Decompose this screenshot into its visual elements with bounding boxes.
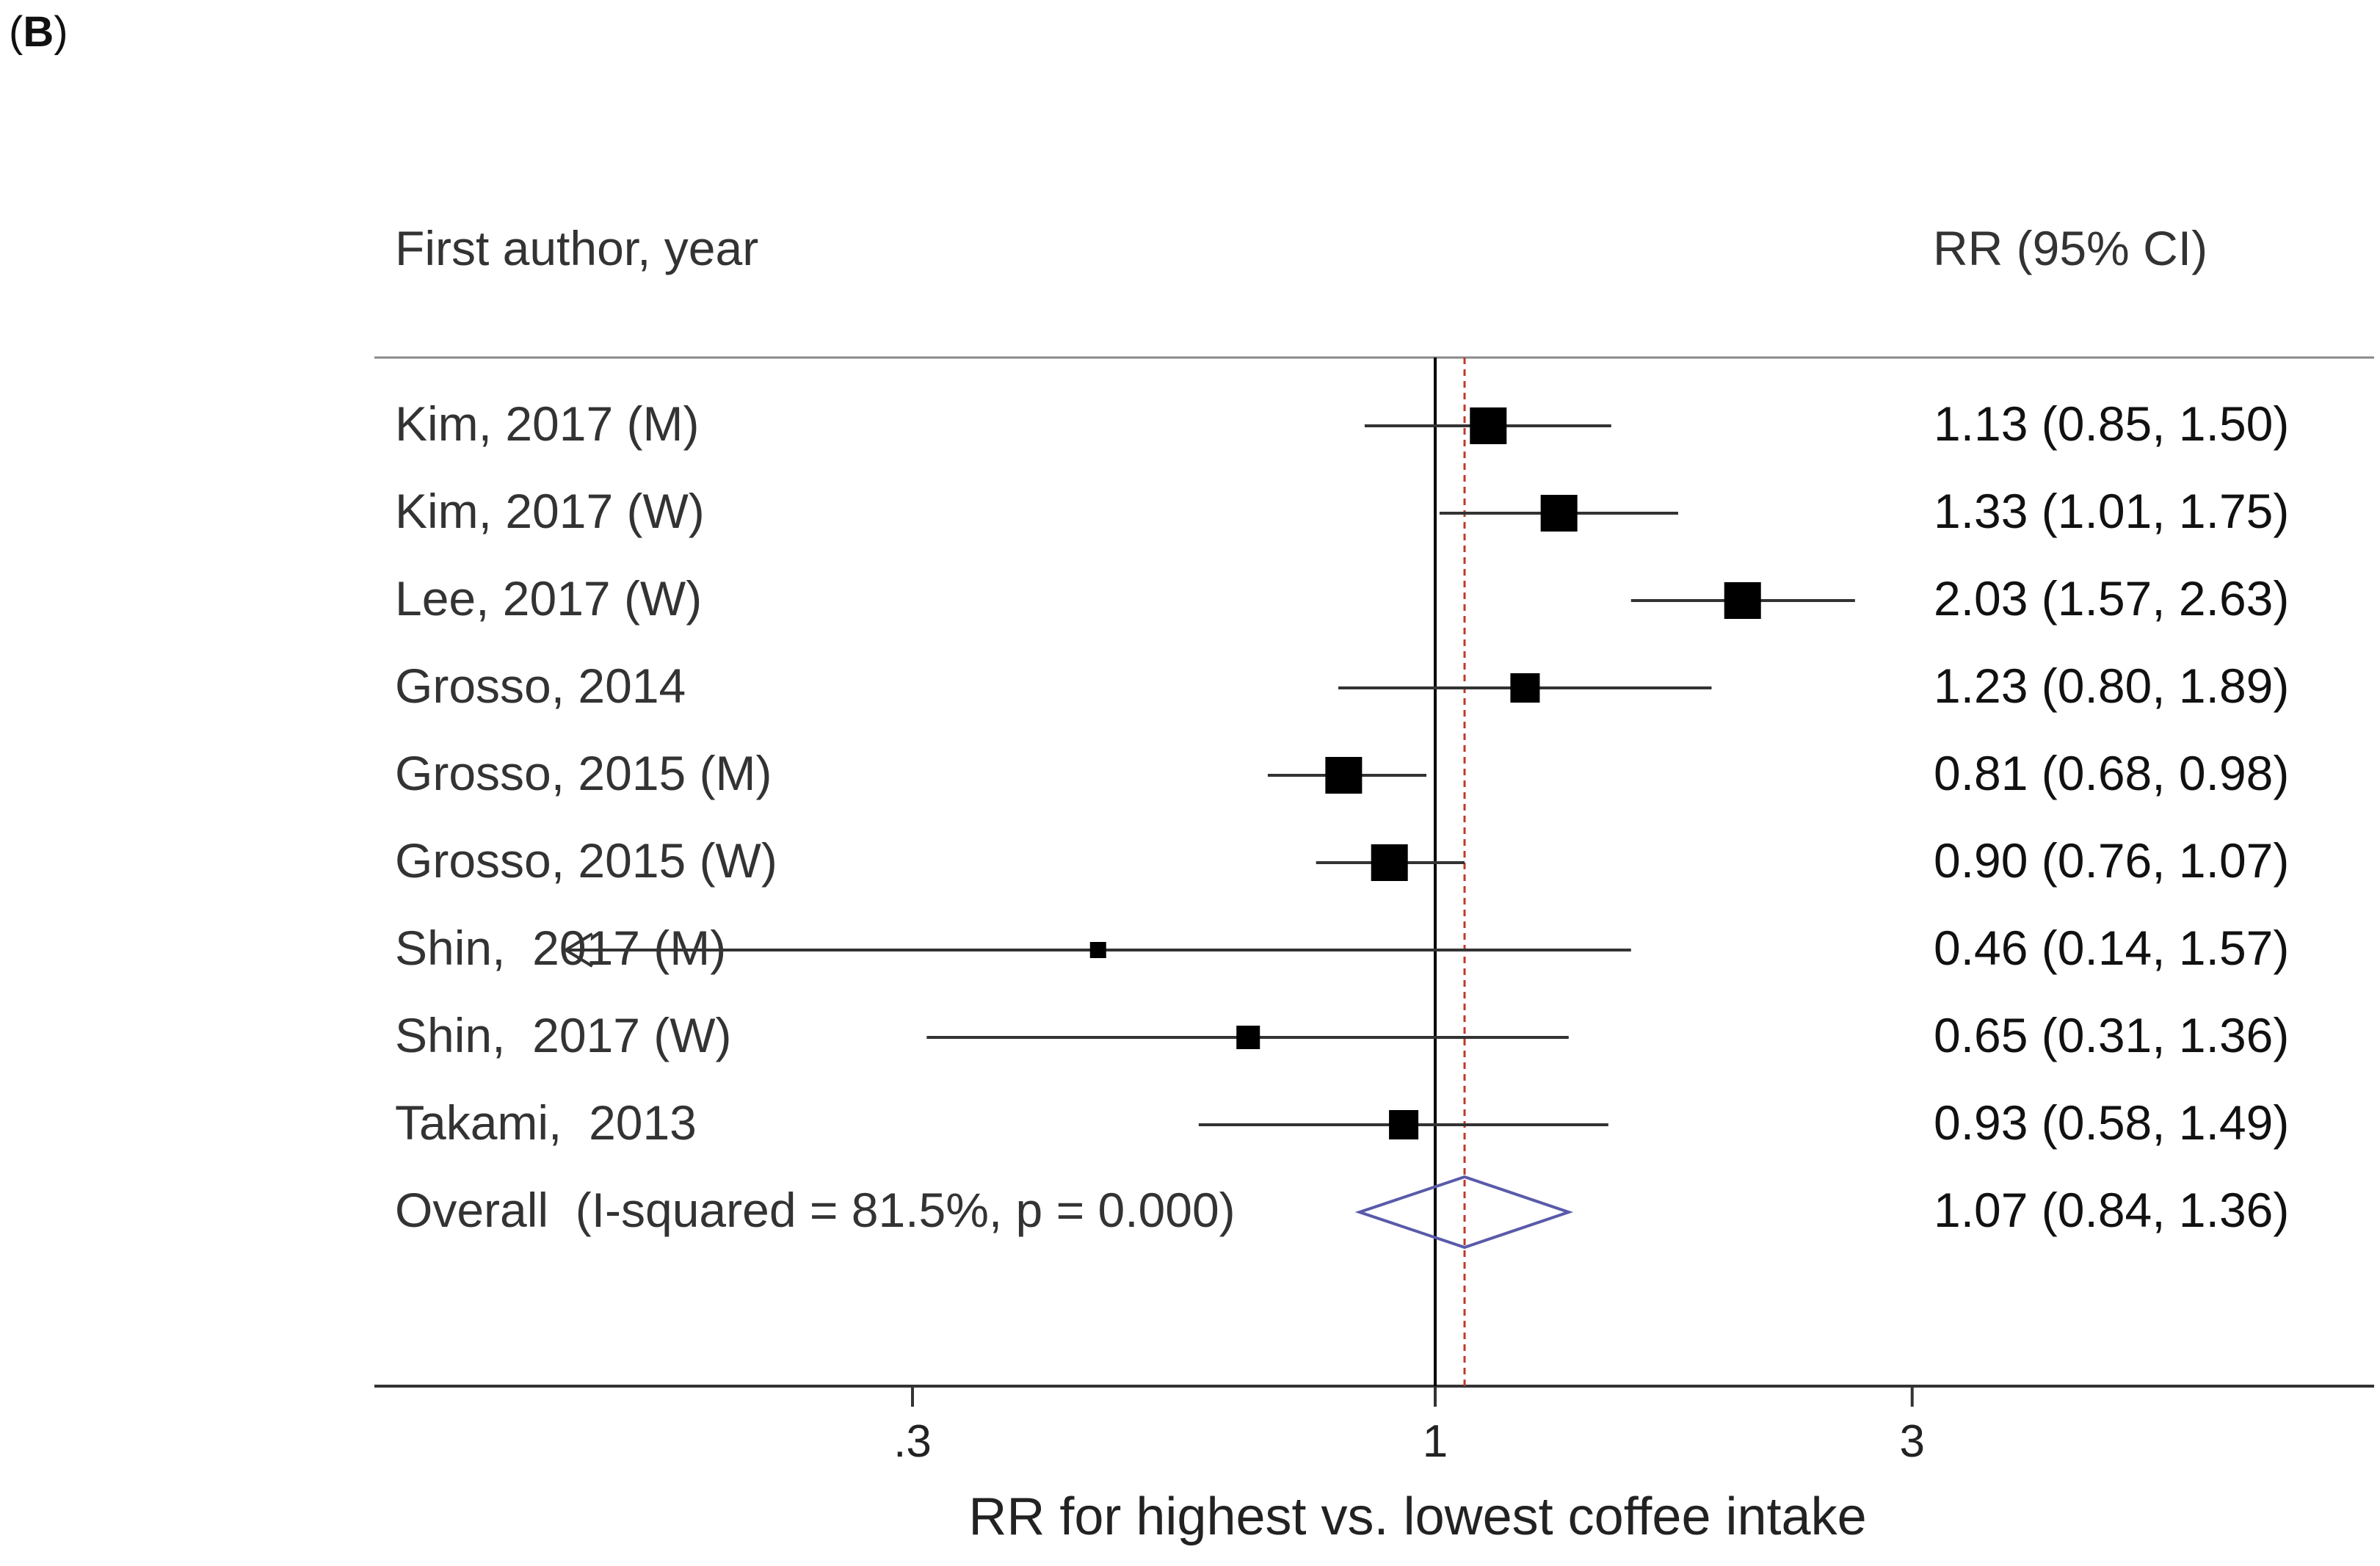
x-tick-label: .3 [893, 1416, 932, 1467]
point-estimate-marker [1540, 495, 1578, 532]
study-label: Takami, 2013 [395, 1095, 697, 1150]
study-label: Shin, 2017 (M) [395, 921, 727, 975]
point-estimate-marker [1325, 757, 1363, 794]
point-estimate-marker [1371, 844, 1408, 881]
study-rr-ci: 0.93 (0.58, 1.49) [1934, 1095, 2290, 1150]
header-rr-ci: RR (95% CI) [1933, 221, 2208, 275]
overall-diamond [1354, 1175, 1574, 1250]
study-label: Kim, 2017 (W) [395, 484, 705, 538]
point-estimate-marker [1236, 1026, 1260, 1049]
study-label: Grosso, 2014 [395, 659, 686, 713]
study-rr-ci: 2.03 (1.57, 2.63) [1934, 571, 2290, 626]
point-estimate-marker [1510, 673, 1540, 703]
study-rr-ci: 0.81 (0.68, 0.98) [1934, 746, 2290, 800]
point-estimate-marker [1389, 1110, 1419, 1139]
ci-arrow-left [562, 932, 593, 968]
header-study: First author, year [395, 221, 759, 275]
study-label: Grosso, 2015 (M) [395, 746, 772, 800]
overall-label: Overall (I-squared = 81.5%, p = 0.000) [395, 1183, 1236, 1237]
study-label: Grosso, 2015 (W) [395, 833, 777, 888]
study-rr-ci: 1.23 (0.80, 1.89) [1934, 659, 2290, 713]
study-rr-ci: 1.13 (0.85, 1.50) [1934, 396, 2290, 451]
point-estimate-marker [1089, 942, 1106, 958]
study-rr-ci: 0.65 (0.31, 1.36) [1934, 1008, 2290, 1062]
study-label: Kim, 2017 (M) [395, 396, 700, 451]
x-tick-label: 3 [1899, 1416, 1925, 1467]
study-rr-ci: 0.46 (0.14, 1.57) [1934, 921, 2290, 975]
point-estimate-marker [1470, 407, 1507, 444]
panel-label: (B) [9, 8, 68, 56]
point-estimate-marker [1724, 582, 1761, 619]
study-rr-ci: 0.90 (0.76, 1.07) [1934, 833, 2290, 888]
overall-rr-ci: 1.07 (0.84, 1.36) [1934, 1183, 2290, 1237]
x-axis-label: RR for highest vs. lowest coffee intake [968, 1487, 1867, 1546]
study-rr-ci: 1.33 (1.01, 1.75) [1934, 484, 2290, 538]
x-tick-label: 1 [1422, 1416, 1448, 1467]
study-label: Shin, 2017 (W) [395, 1008, 732, 1062]
study-label: Lee, 2017 (W) [395, 571, 703, 626]
